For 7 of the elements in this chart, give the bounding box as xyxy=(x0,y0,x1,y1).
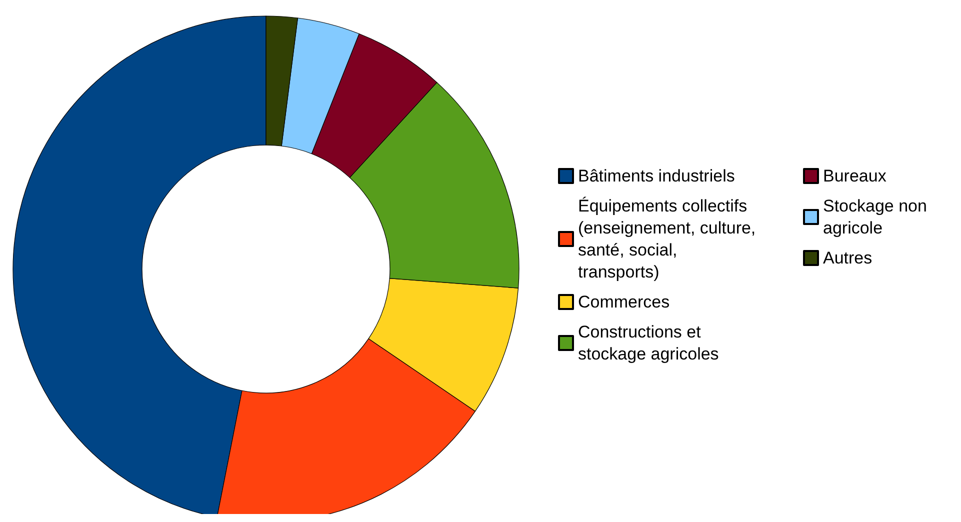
legend-label: Constructions et stockage agricoles xyxy=(578,322,719,364)
legend-label: Commerces xyxy=(578,292,670,312)
legend-label: Bâtiments industriels xyxy=(578,166,735,186)
legend-label: Stockage non agricole xyxy=(823,196,932,238)
legend-label: Autres xyxy=(823,248,872,268)
legend-label: Équipements collectifs (enseignement, culture, santé, social, transports) xyxy=(578,196,760,282)
legend-label: Bureaux xyxy=(823,166,887,186)
